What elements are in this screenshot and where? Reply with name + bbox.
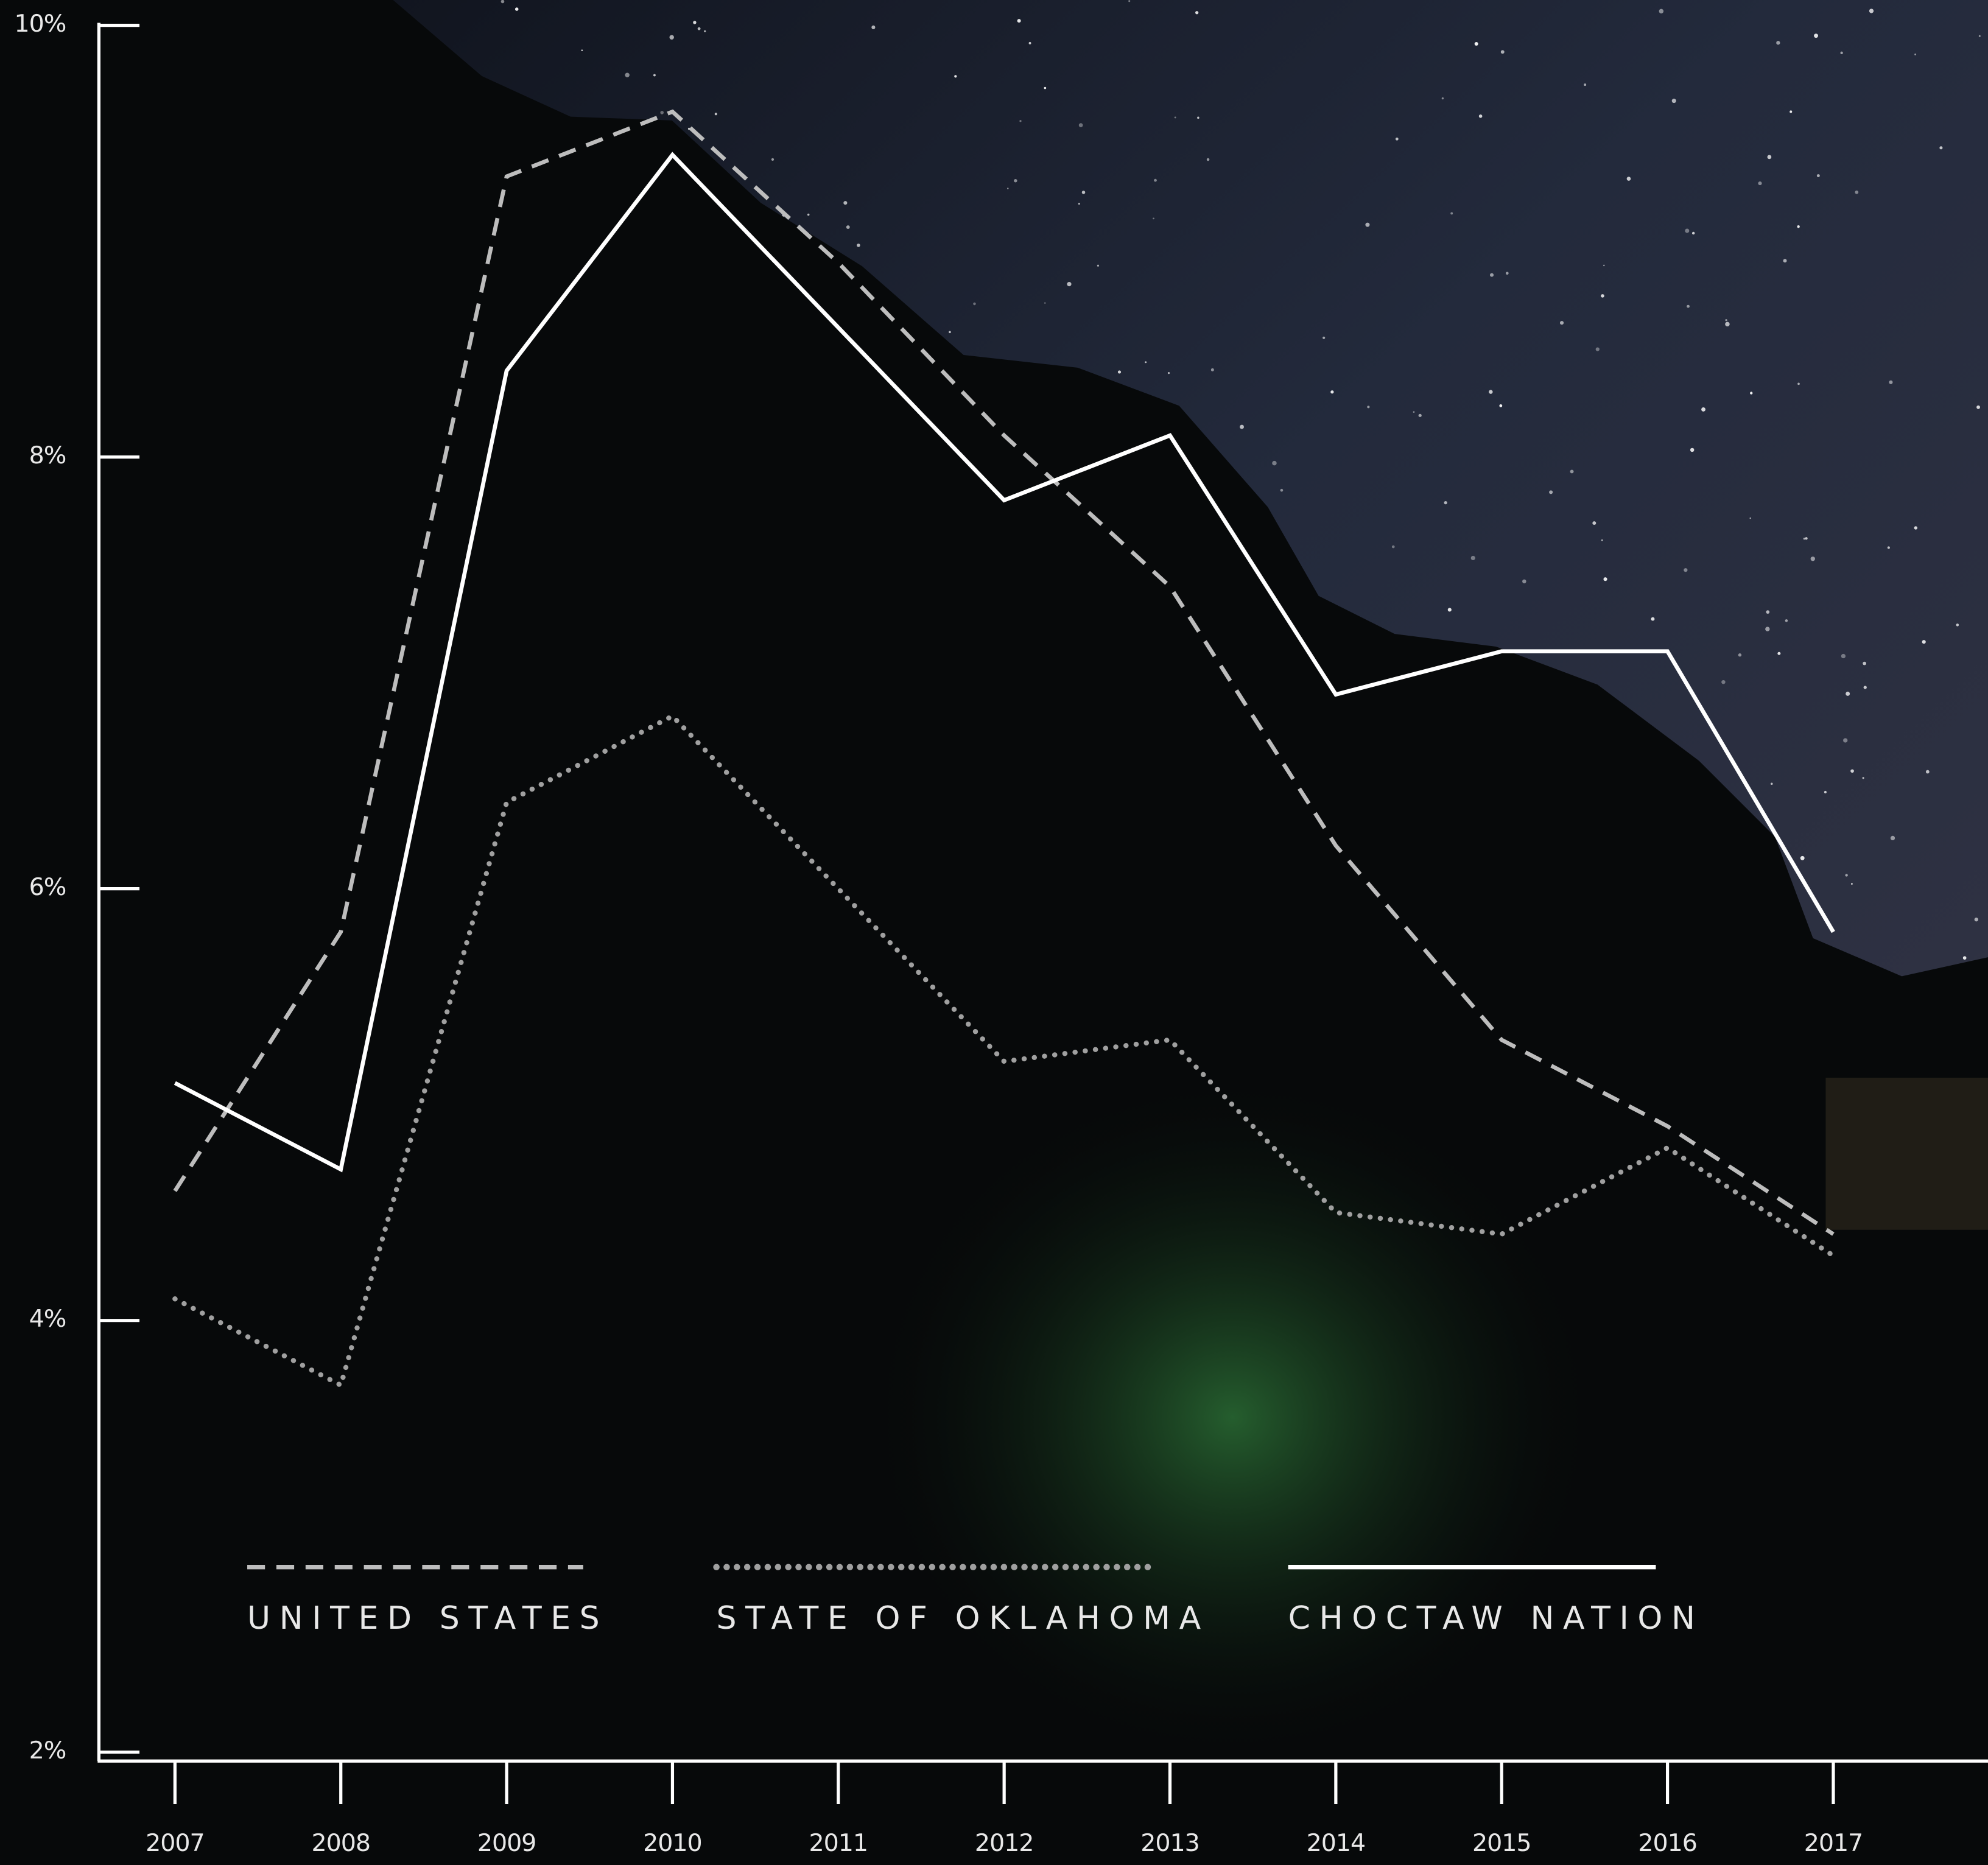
x-tick-label: 2013 [1140, 1829, 1199, 1857]
x-tick-label: 2010 [643, 1829, 701, 1857]
x-tick-label: 2012 [975, 1829, 1033, 1857]
x-tick-label: 2014 [1307, 1829, 1365, 1857]
series-line [174, 152, 1835, 1173]
x-tick-label: 2007 [146, 1829, 204, 1857]
y-tick-label: 6% [29, 873, 66, 901]
y-tick-label: 4% [29, 1305, 66, 1333]
x-tick-label: 2011 [809, 1829, 868, 1857]
x-tick-label: 2015 [1472, 1829, 1531, 1857]
y-tick-label: 2% [29, 1737, 66, 1765]
legend-label: STATE OF OKLAHOMA [716, 1600, 1209, 1637]
series-line [173, 109, 1835, 1236]
legend-label: CHOCTAW NATION [1288, 1600, 1704, 1637]
legend-label: UNITED STATES [247, 1600, 608, 1637]
axes [97, 23, 1988, 1763]
y-tick-label: 10% [15, 10, 66, 38]
y-tick-label: 8% [29, 441, 66, 469]
x-tick-label: 2009 [477, 1829, 536, 1857]
x-tick-label: 2008 [311, 1829, 370, 1857]
x-tick-label: 2016 [1638, 1829, 1696, 1857]
x-tick-label: 2017 [1804, 1829, 1863, 1857]
series-line [172, 712, 1836, 1389]
